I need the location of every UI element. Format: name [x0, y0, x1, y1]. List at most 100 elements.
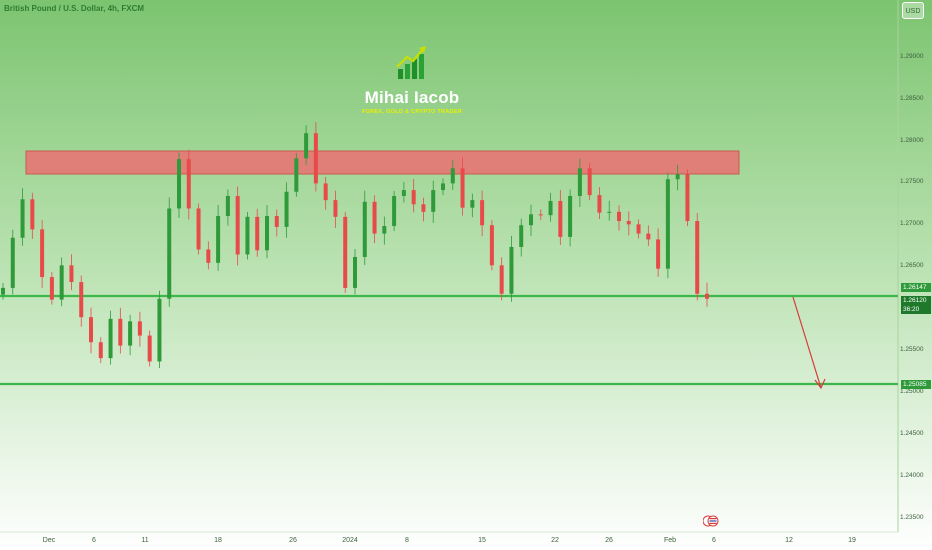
watermark-logo: Mihai Iacob FOREX, GOLD & CRYPTO TRADER	[352, 45, 472, 115]
y-tick-label: 1.23500	[900, 514, 924, 521]
candle-body	[40, 229, 45, 278]
y-tick-label: 1.29000	[900, 53, 924, 60]
candle-body	[10, 237, 15, 288]
x-tick-label: 15	[478, 537, 486, 544]
x-tick-label: 11	[141, 537, 149, 544]
y-tick-label: 1.27000	[900, 220, 924, 227]
candle-body	[216, 216, 221, 263]
candle-body	[186, 159, 191, 209]
candle-body	[30, 199, 35, 230]
candle-body	[206, 249, 211, 263]
candle-body	[538, 214, 543, 216]
economic-events-icon[interactable]	[703, 514, 719, 528]
candle-body	[167, 208, 172, 299]
candle-body	[489, 225, 494, 266]
candle-body	[382, 226, 387, 234]
x-tick-label: 8	[405, 537, 409, 544]
candle-body	[646, 233, 651, 240]
candle-body	[89, 317, 93, 343]
candle-body	[98, 342, 103, 359]
candle-body	[255, 216, 260, 251]
candle-body	[558, 200, 563, 237]
current-price-tag: 1.26120	[901, 296, 931, 305]
candle-body	[441, 183, 445, 191]
candle-body	[568, 195, 573, 237]
candle-body	[656, 239, 661, 269]
x-tick-label: 22	[551, 537, 559, 544]
projection-arrow	[792, 296, 826, 390]
x-tick-label: 19	[848, 537, 856, 544]
candle-body	[665, 179, 670, 269]
candle-body	[626, 221, 631, 225]
candle-body	[284, 191, 289, 227]
candle-body	[118, 318, 123, 346]
symbol-title[interactable]: British Pound / U.S. Dollar, 4h, FXCM	[4, 4, 145, 13]
y-tick-label: 1.28000	[900, 137, 924, 144]
x-tick-label: 6	[92, 537, 96, 544]
candle-body	[108, 318, 113, 359]
x-tick-label: 26	[605, 537, 613, 544]
support-lower-price-tag: 1.25085	[901, 380, 931, 389]
support-upper-price-tag: 1.26147	[901, 283, 931, 292]
resistance-zone	[25, 150, 740, 175]
candle-body	[323, 183, 328, 201]
candle-body	[137, 321, 142, 336]
candle-body	[225, 195, 230, 217]
x-tick-label: Feb	[663, 537, 677, 544]
candle-body	[401, 190, 406, 196]
candle-body	[196, 208, 201, 250]
candle-body	[617, 211, 621, 222]
candle-body	[460, 168, 465, 208]
candle-body	[177, 159, 181, 209]
candlestick-series	[1, 122, 709, 368]
candle-body	[480, 200, 485, 226]
candle-body	[274, 216, 279, 227]
candle-body	[587, 168, 592, 196]
candle-body	[157, 298, 162, 362]
candle-body	[304, 133, 309, 159]
candle-body	[49, 277, 54, 300]
candle-body	[245, 216, 250, 255]
x-tick-label: 2024	[342, 537, 358, 544]
y-tick-label: 1.28500	[900, 95, 924, 102]
candle-body	[685, 174, 690, 222]
x-tick-label: 6	[712, 537, 716, 544]
bar-countdown-tag: 36:20	[901, 305, 931, 314]
candle-body	[79, 282, 84, 318]
brand-tagline: FOREX, GOLD & CRYPTO TRADER	[361, 109, 463, 115]
candle-body	[705, 293, 709, 299]
candle-body	[636, 224, 641, 234]
candle-body	[235, 195, 240, 255]
candle-body	[548, 200, 553, 216]
candle-body	[597, 195, 602, 213]
x-tick-label: Dec	[42, 537, 56, 544]
candle-body	[577, 168, 582, 196]
candle-body	[695, 221, 700, 294]
candle-body	[265, 216, 269, 251]
candle-body	[343, 216, 348, 288]
brand-name: Mihai Iacob	[364, 88, 460, 107]
bar-chart-arrow-icon	[396, 46, 426, 79]
currency-button[interactable]: USD	[902, 2, 924, 19]
candle-body	[20, 199, 25, 238]
y-tick-label: 1.26500	[900, 262, 924, 269]
candle-body	[372, 201, 377, 234]
x-tick-label: 18	[214, 537, 222, 544]
candle-body	[607, 211, 612, 213]
y-tick-label: 1.24500	[900, 430, 924, 437]
candle-body	[509, 246, 514, 294]
candle-body	[411, 190, 416, 205]
candle-body	[421, 204, 426, 212]
candle-body	[128, 321, 133, 346]
candle-body	[333, 200, 338, 217]
candle-body	[69, 265, 74, 283]
candle-body	[1, 287, 5, 295]
y-tick-label: 1.25500	[900, 346, 924, 353]
candle-body	[392, 195, 397, 227]
candle-body	[519, 225, 524, 247]
candle-body	[675, 174, 680, 180]
candle-body	[431, 190, 436, 212]
